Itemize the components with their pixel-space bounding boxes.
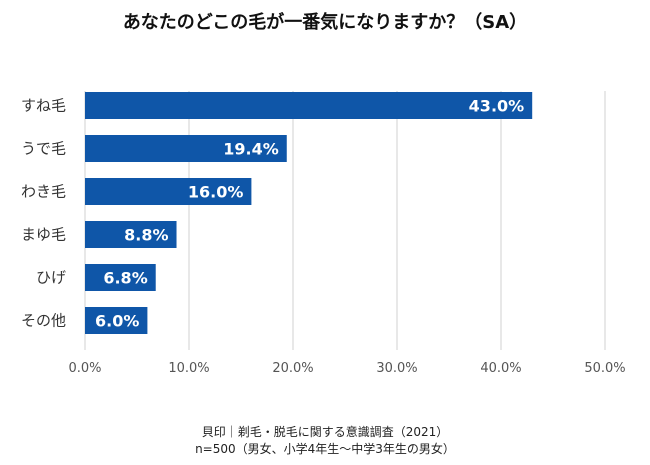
sample-note: n=500（男女、小学4年生～中学3年生の男女）: [195, 442, 455, 456]
source-note: 貝印｜剃毛・脱毛に関する意識調査（2021）: [201, 425, 449, 439]
bar: [85, 221, 177, 248]
bar: [85, 264, 156, 291]
bar: [85, 307, 148, 334]
x-tick-label: 20.0%: [272, 361, 313, 376]
x-tick-label: 10.0%: [168, 361, 209, 376]
x-tick-label: 40.0%: [480, 361, 521, 376]
bar: [85, 135, 287, 162]
chart-title: あなたのどこの毛が一番気になりますか？（SA）: [122, 12, 528, 33]
data-label: 6.8%: [103, 269, 147, 288]
category-label: すね毛: [21, 97, 66, 115]
category-label: まゆ毛: [21, 226, 66, 244]
data-label: 16.0%: [188, 183, 244, 202]
x-tick-label: 0.0%: [68, 361, 101, 376]
data-label: 43.0%: [469, 97, 525, 116]
data-label: 6.0%: [95, 312, 139, 331]
data-label: 19.4%: [223, 140, 279, 159]
bar: [85, 178, 252, 205]
category-label: うで毛: [21, 140, 66, 158]
data-label: 8.8%: [124, 226, 168, 245]
category-label: わき毛: [21, 183, 66, 201]
x-tick-label: 30.0%: [376, 361, 417, 376]
bar: [85, 92, 533, 119]
category-label: その他: [21, 312, 66, 330]
x-tick-label: 50.0%: [584, 361, 625, 376]
category-label: ひげ: [36, 269, 66, 287]
